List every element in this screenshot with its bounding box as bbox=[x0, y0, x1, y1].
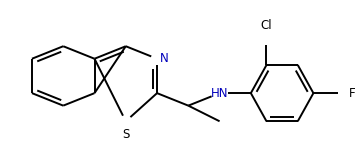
Text: F: F bbox=[349, 87, 356, 100]
Text: S: S bbox=[122, 128, 130, 141]
Text: Cl: Cl bbox=[261, 19, 272, 32]
Text: HN: HN bbox=[211, 87, 229, 100]
Text: N: N bbox=[160, 52, 169, 65]
